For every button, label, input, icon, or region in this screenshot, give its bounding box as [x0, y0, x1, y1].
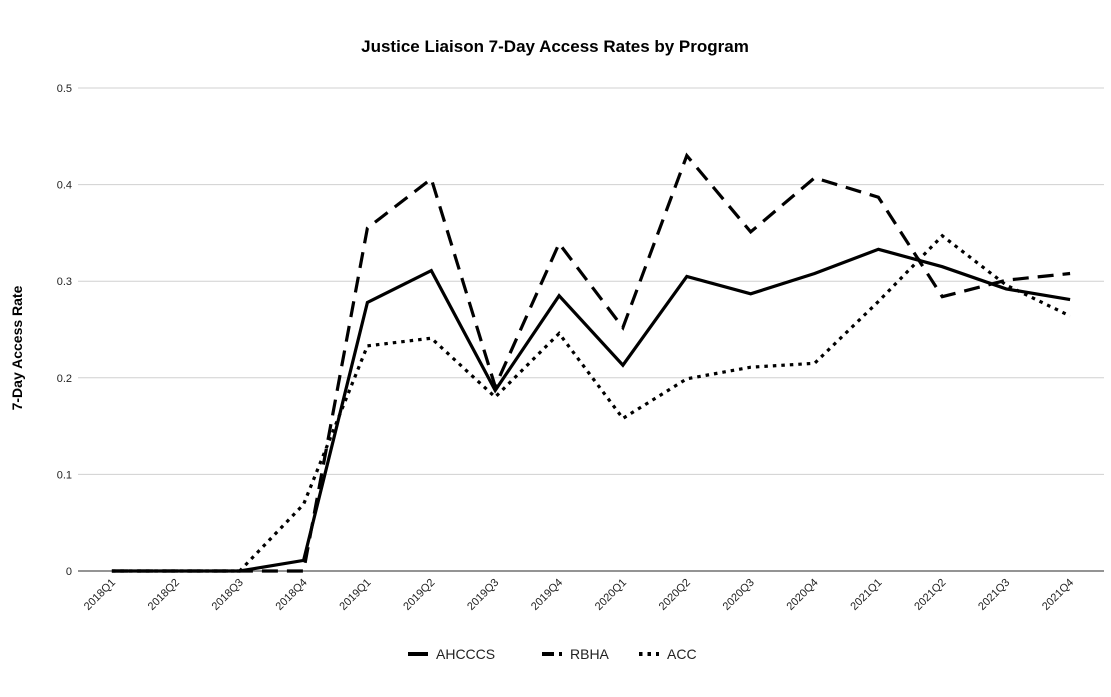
x-tick-label: 2019Q2	[401, 577, 437, 613]
x-tick-label: 2020Q3	[721, 577, 757, 613]
x-tick-label: 2020Q1	[593, 577, 629, 613]
x-tick-label: 2021Q4	[1040, 577, 1076, 613]
legend: AHCCCS RBHA ACC	[408, 646, 697, 662]
x-tick-label: 2020Q4	[785, 577, 821, 613]
y-axis-label: 7-Day Access Rate	[9, 285, 25, 410]
y-tick-label: 0.2	[57, 373, 72, 385]
y-tick-label: 0.3	[57, 276, 72, 288]
chart-title: Justice Liaison 7-Day Access Rates by Pr…	[361, 37, 749, 56]
x-tick-label: 2019Q3	[465, 577, 501, 613]
x-tick-label: 2018Q1	[82, 577, 118, 613]
y-tick-label: 0.4	[57, 180, 72, 192]
x-tick-label: 2021Q3	[976, 577, 1012, 613]
series-line-ahcccs	[111, 247, 1071, 573]
x-tick-label: 2020Q2	[657, 577, 693, 613]
series-line-rbha	[111, 152, 1071, 573]
x-tick-label: 2018Q3	[210, 577, 246, 613]
x-tick-label: 2018Q2	[146, 577, 182, 613]
series-lines	[111, 152, 1071, 573]
y-tick-label: 0.1	[57, 469, 72, 481]
series-line-acc	[111, 233, 1071, 573]
x-tick-label: 2019Q4	[529, 577, 565, 613]
x-tick-label: 2018Q4	[274, 577, 310, 613]
x-tick-label: 2019Q1	[337, 577, 373, 613]
y-axis-ticks: 0 0.1 0.2 0.3 0.4 0.5	[57, 83, 72, 578]
legend-label-acc: ACC	[667, 646, 697, 662]
x-axis-ticks: 2018Q1 2018Q2 2018Q3 2018Q4 2019Q1 2019Q2 2019…	[82, 577, 1076, 613]
x-tick-label: 2021Q2	[912, 577, 948, 613]
x-tick-label: 2021Q1	[848, 577, 884, 613]
legend-label-rbha: RBHA	[570, 646, 610, 662]
legend-label-ahcccs: AHCCCS	[436, 646, 495, 662]
y-tick-label: 0	[66, 566, 72, 578]
y-tick-label: 0.5	[57, 83, 72, 95]
gridlines	[78, 87, 1104, 572]
